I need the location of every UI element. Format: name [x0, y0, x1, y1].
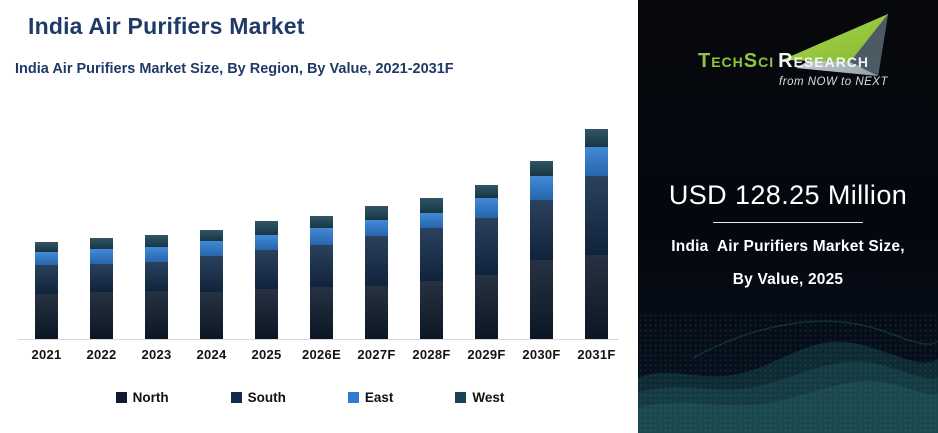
segment-north-2031F [585, 255, 608, 339]
legend-item-east: East [347, 390, 394, 405]
bar-2027F [365, 205, 388, 339]
segment-west-2031F [585, 129, 608, 148]
segment-east-2021 [35, 252, 58, 266]
segment-south-2022 [90, 264, 113, 292]
wave-pattern-decoration [638, 320, 938, 433]
segment-south-2029F [475, 217, 498, 276]
legend-swatch-east [347, 392, 359, 403]
segment-west-2029F [475, 184, 498, 198]
segment-west-2028F [420, 197, 443, 214]
side-panel: TechSci Research from NOW to NEXT USD 128… [638, 0, 938, 433]
legend-label-east: East [364, 390, 394, 405]
legend: North South East West [0, 390, 620, 405]
segment-south-2023 [145, 262, 168, 291]
x-tick-2026E: 2026E [301, 347, 342, 362]
segment-east-2028F [420, 213, 443, 229]
bar-2029F [475, 184, 498, 339]
logo-wordmark: TechSci Research [698, 50, 869, 73]
x-axis-labels: 2021 2022 2023 2024 2025 2026E 2027F 2028F 2029F… [0, 347, 638, 365]
x-tick-2022: 2022 [86, 347, 117, 362]
segment-west-2026E [310, 216, 333, 229]
segment-north-2021 [35, 293, 58, 339]
chart-subtitle: India Air Purifiers Market Size, By Regi… [15, 61, 454, 77]
techsci-logo: TechSci Research from NOW to NEXT [698, 10, 904, 102]
bar-2030F [530, 160, 553, 339]
segment-east-2027F [365, 220, 388, 237]
x-tick-2024: 2024 [196, 347, 227, 362]
segment-south-2024 [200, 256, 223, 292]
bar-2025 [255, 220, 278, 339]
segment-north-2030F [530, 260, 553, 339]
legend-label-west: West [472, 390, 505, 405]
logo-tagline: from NOW to NEXT [779, 76, 888, 88]
legend-item-west: West [455, 390, 504, 405]
segment-south-2026E [310, 245, 333, 287]
segment-east-2030F [530, 175, 553, 200]
bar-2026E [310, 216, 333, 339]
market-size-caption-line2: By Value, 2025 [732, 271, 844, 288]
legend-item-south: South [230, 390, 286, 405]
logo-brand-primary: TechSci [698, 50, 775, 72]
segment-west-2022 [90, 238, 113, 250]
segment-east-2022 [90, 249, 113, 265]
x-axis-line [18, 339, 619, 340]
x-tick-2029F: 2029F [467, 347, 506, 362]
x-tick-2021: 2021 [31, 347, 62, 362]
market-size-caption-line1: India Air Purifiers Market Size, [671, 238, 905, 255]
page-title: India Air Purifiers Market [28, 13, 305, 39]
segment-east-2024 [200, 241, 223, 257]
segment-north-2026E [310, 286, 333, 339]
segment-south-2031F [585, 175, 608, 256]
legend-swatch-north [115, 392, 127, 403]
x-tick-2028F: 2028F [412, 347, 451, 362]
market-size-value: USD 128.25 Million [668, 180, 908, 210]
legend-swatch-south [230, 392, 242, 403]
legend-swatch-west [455, 392, 467, 403]
segment-north-2024 [200, 291, 223, 339]
logo-arrow-icon [782, 14, 888, 76]
legend-label-south: South [247, 390, 286, 405]
chart-panel: India Air Purifiers Market India Air Pur… [0, 13, 638, 405]
segment-south-2025 [255, 250, 278, 289]
legend-item-north: North [115, 390, 169, 405]
segment-north-2028F [420, 280, 443, 339]
segment-west-2021 [35, 242, 58, 253]
market-size-callout: USD 128.25 Million India Air Purifiers M… [646, 180, 930, 289]
bar-2024 [200, 230, 223, 339]
segment-west-2023 [145, 235, 168, 248]
x-tick-2023: 2023 [141, 347, 172, 362]
bar-2022 [90, 238, 113, 339]
segment-south-2021 [35, 265, 58, 294]
segment-south-2027F [365, 236, 388, 286]
segment-north-2025 [255, 288, 278, 339]
segment-south-2030F [530, 199, 553, 261]
bar-2028F [420, 197, 443, 339]
x-tick-2031F: 2031F [577, 347, 616, 362]
bar-2023 [145, 235, 168, 339]
segment-west-2024 [200, 230, 223, 242]
bar-2031F [585, 129, 608, 339]
segment-east-2026E [310, 228, 333, 246]
legend-label-north: North [132, 390, 169, 405]
segment-east-2029F [475, 197, 498, 218]
x-tick-2025: 2025 [251, 347, 282, 362]
segment-east-2023 [145, 247, 168, 263]
segment-north-2023 [145, 290, 168, 339]
segment-east-2025 [255, 235, 278, 251]
bar-2021 [35, 242, 58, 339]
segment-north-2029F [475, 275, 498, 339]
segment-west-2025 [255, 220, 278, 236]
segment-west-2027F [365, 205, 388, 221]
segment-south-2028F [420, 228, 443, 281]
headline-divider [713, 222, 863, 223]
segment-east-2031F [585, 147, 608, 176]
segment-west-2030F [530, 160, 553, 176]
x-tick-2027F: 2027F [357, 347, 396, 362]
logo-brand-secondary: Research [778, 50, 870, 72]
plot-area [0, 110, 638, 340]
segment-north-2022 [90, 291, 113, 339]
x-tick-2030F: 2030F [522, 347, 561, 362]
segment-north-2027F [365, 285, 388, 339]
